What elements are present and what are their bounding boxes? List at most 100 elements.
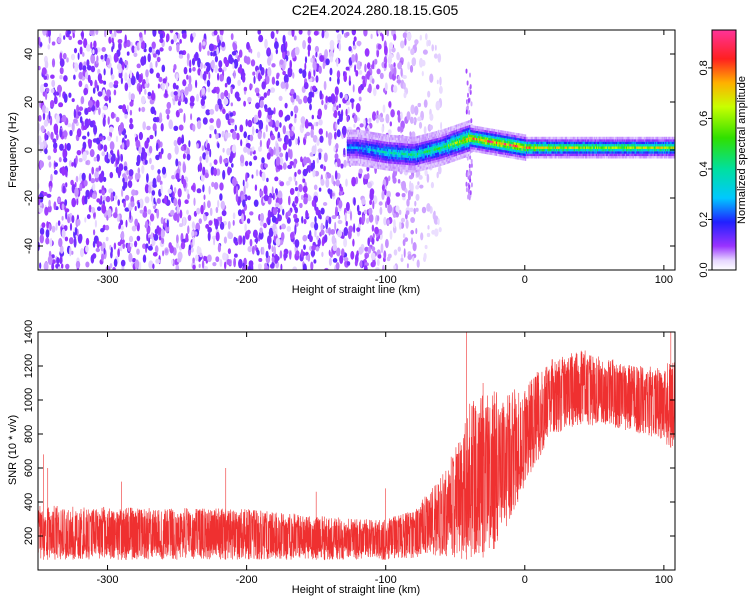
spectrogram-cell (442, 134, 444, 137)
spectrogram-cell (344, 212, 347, 223)
spectrogram-cell (209, 108, 215, 115)
spectrogram-cell (145, 243, 149, 249)
spectrogram-cell (454, 149, 457, 152)
spectrogram-cell (382, 160, 384, 163)
spectrogram-cell (98, 189, 102, 194)
spectrogram-cell (336, 247, 341, 257)
spectrogram-cell (351, 144, 353, 147)
spectrogram-cell (429, 142, 431, 145)
spectrogram-cell (411, 148, 413, 152)
spectrogram-cell (375, 156, 378, 160)
spectrogram-cell (435, 162, 438, 165)
spectrogram-cell (369, 162, 371, 166)
spectrogram-cell (329, 43, 334, 52)
spectrogram-cell (69, 129, 73, 137)
spectrogram-cell (350, 129, 352, 133)
spectrogram-cell (356, 134, 359, 137)
spectrogram-cell (453, 135, 455, 138)
spectrogram-cell (203, 266, 209, 270)
spectrogram-cell (431, 153, 433, 157)
spectrogram-cell (465, 68, 468, 74)
spectrogram-cell (511, 151, 513, 154)
spectrogram-cell (328, 227, 331, 236)
spectrogram-cell (397, 179, 401, 184)
spectrogram-cell (346, 153, 349, 157)
spectrogram-cell (406, 150, 409, 154)
spectrogram-cell (524, 158, 527, 161)
spectrogram-cell (372, 160, 374, 164)
spectrogram-cell (489, 135, 491, 138)
spectrogram-cell (187, 225, 190, 235)
spectrogram-cell (438, 135, 440, 138)
spectrogram-cell (531, 144, 533, 147)
spectrogram-cell (443, 131, 445, 134)
spectrogram-cell (542, 151, 544, 154)
spectrogram-cell (452, 125, 454, 129)
spectrogram-cell (474, 149, 477, 153)
spectrogram-cell (499, 132, 501, 135)
spectrogram-cell (449, 160, 451, 163)
spectrogram-cell (43, 119, 49, 127)
spectrogram-cell (431, 146, 433, 150)
spectrogram-cell (553, 141, 556, 145)
spectrogram-cell (383, 155, 385, 159)
spectrogram-cell (406, 155, 409, 158)
spectrogram-cell (364, 130, 366, 134)
spectrogram-cell (400, 157, 402, 160)
spectrogram-cell (515, 135, 518, 138)
spectrogram-cell (176, 215, 180, 223)
spectrogram-cell (458, 126, 460, 129)
spectrogram-cell (314, 216, 317, 224)
spectrogram-cell (549, 141, 551, 145)
spectrogram-cell (438, 227, 442, 233)
spectrogram-cell (289, 250, 292, 260)
spectrogram-cell (150, 106, 156, 115)
spectrogram-cell (521, 153, 523, 156)
spectrogram-cell (482, 146, 484, 149)
spectrogram-cell (219, 221, 225, 230)
spectrogram-cell (498, 144, 500, 147)
spectrogram-cell (422, 144, 424, 147)
spectrogram-cell (122, 185, 126, 191)
spectrogram-cell (350, 250, 355, 260)
spectrogram-cell (372, 156, 374, 159)
spectrogram-cell (302, 69, 307, 79)
spectrogram-cell (483, 146, 485, 149)
spectrogram-cell (249, 134, 254, 142)
spectrogram-cell (487, 137, 489, 140)
spectrogram-cell (379, 162, 381, 165)
spectrogram-cell (307, 195, 312, 202)
spectrogram-cell (360, 142, 362, 145)
spectrogram-cell (402, 150, 404, 153)
spectrogram-cell (492, 152, 494, 156)
spectrogram-cell (396, 135, 399, 138)
spectrogram-cell (162, 78, 167, 84)
spectrogram-cell (487, 147, 489, 150)
spectrogram-cell (290, 110, 294, 117)
spectrogram-cell (489, 128, 491, 131)
spectrogram-cell (476, 128, 479, 131)
spectrogram-cell (391, 151, 393, 155)
spectrogram-cell (438, 147, 440, 150)
spectrogram-cell (549, 144, 551, 147)
spectrogram-cell (426, 140, 429, 143)
spectrogram-cell (405, 148, 408, 151)
spectrogram-cell (436, 140, 439, 143)
spectrogram-cell (329, 77, 332, 82)
spectrogram-cell (479, 136, 481, 139)
spectrogram-cell (315, 206, 319, 216)
spectrogram-cell (405, 157, 408, 161)
spectrogram-cell (421, 149, 423, 152)
spectrogram-cell (396, 159, 399, 162)
spectrogram-cell (108, 82, 114, 88)
spectrogram-cell (522, 150, 524, 154)
spectrogram-cell (504, 140, 507, 143)
spectrogram-cell (410, 153, 412, 156)
spectrogram-cell (455, 143, 458, 147)
spectrogram-cell (133, 52, 138, 58)
spectrogram-cell (361, 75, 366, 80)
spectrogram-cell (381, 152, 383, 156)
spectrogram-cell (544, 139, 547, 142)
spectrogram-cell (379, 133, 381, 136)
spectrogram-cell (404, 162, 406, 165)
